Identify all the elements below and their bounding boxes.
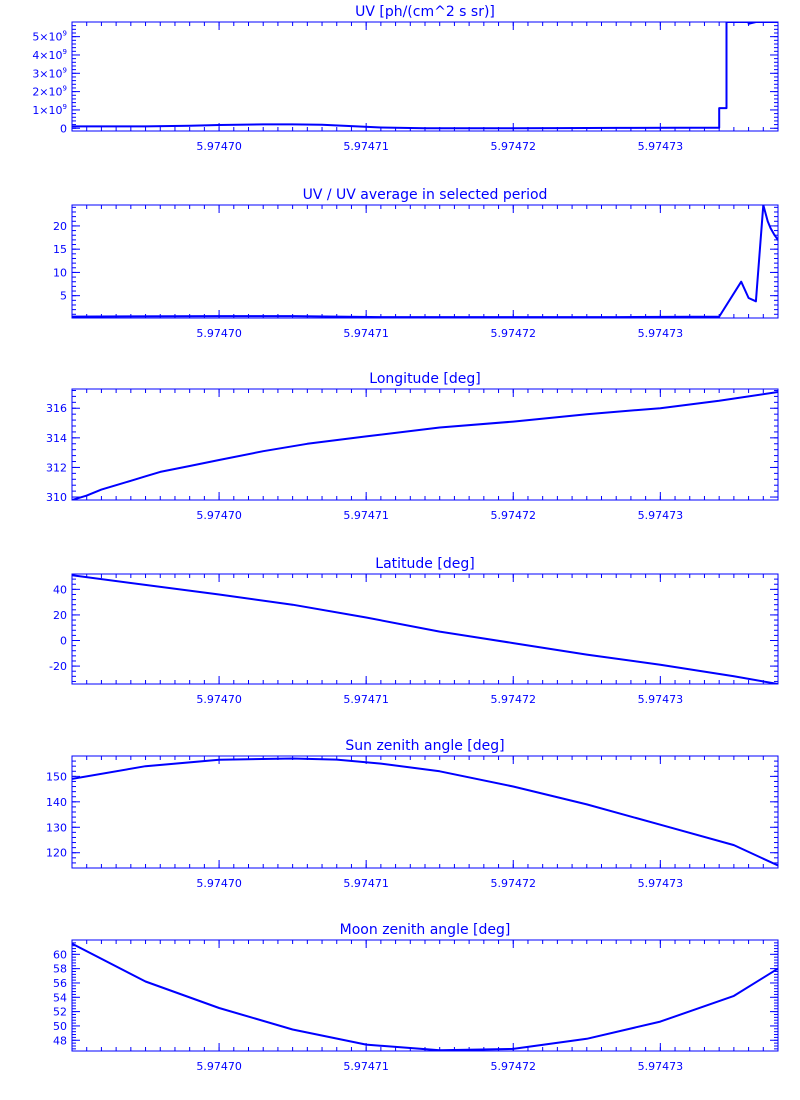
- plot-frame: [71, 21, 779, 132]
- series-line: [72, 574, 778, 684]
- y-tick-label: 316: [46, 402, 67, 415]
- x-tick-label: 5.97473: [638, 140, 684, 153]
- y-tick-label: 120: [46, 847, 67, 860]
- y-tick-label: 48: [53, 1034, 67, 1047]
- x-tick-label: 5.97473: [638, 509, 684, 522]
- x-tick-label: 5.97473: [638, 1060, 684, 1073]
- y-tick-label: 1×109: [32, 103, 67, 117]
- y-tick-label: 50: [53, 1020, 67, 1033]
- y-tick-label: 52: [53, 1006, 67, 1019]
- x-tick-label: 5.97470: [196, 140, 242, 153]
- x-tick-label: 5.97470: [196, 509, 242, 522]
- panel-4: Latitude [deg] 5.97470 5.97471 5.97472 5.974…: [49, 556, 779, 706]
- chart-title: Latitude [deg]: [375, 556, 474, 572]
- chart-title: Longitude [deg]: [369, 371, 480, 387]
- x-tick-label: 5.97472: [491, 1060, 537, 1073]
- plot-frame: [71, 939, 779, 1052]
- series-line: [72, 757, 778, 867]
- y-tick-label: 150: [46, 770, 67, 783]
- y-tick-exponent: 9: [63, 85, 67, 93]
- y-tick-label: 140: [46, 796, 67, 809]
- y-tick-label: 312: [46, 461, 67, 474]
- x-tick-label: 5.97470: [196, 1060, 242, 1073]
- y-tick-label: 3×109: [32, 66, 67, 80]
- y-tick-exponent: 9: [63, 66, 67, 74]
- x-tick-label: 5.97471: [343, 877, 389, 890]
- y-tick-label: 56: [53, 977, 67, 990]
- chart-title: Moon zenith angle [deg]: [340, 922, 511, 938]
- y-tick-label: -20: [49, 660, 67, 673]
- x-tick-label: 5.97472: [491, 693, 537, 706]
- y-tick-label: 314: [46, 432, 67, 445]
- series-line: [72, 205, 778, 318]
- x-tick-label: 5.97472: [491, 327, 537, 340]
- y-tick-label: 60: [53, 948, 67, 961]
- series-line: [72, 22, 778, 130]
- y-tick-label: 10: [53, 266, 67, 279]
- y-tick-label: 5: [60, 290, 67, 303]
- y-tick-label: 2×109: [32, 85, 67, 99]
- x-tick-label: 5.97472: [491, 140, 537, 153]
- y-tick-label: 130: [46, 821, 67, 834]
- x-tick-label: 5.97470: [196, 877, 242, 890]
- chart-title: Sun zenith angle [deg]: [345, 738, 504, 754]
- panel-2: UV / UV average in selected period 5.9747…: [53, 187, 779, 340]
- x-tick-label: 5.97473: [638, 877, 684, 890]
- x-tick-label: 5.97473: [638, 327, 684, 340]
- panel-5: Sun zenith angle [deg] 5.97470 5.97471 5.97…: [46, 738, 779, 890]
- x-tick-label: 5.97470: [196, 327, 242, 340]
- y-tick-label: 40: [53, 583, 67, 596]
- x-tick-label: 5.97471: [343, 1060, 389, 1073]
- x-tick-label: 5.97471: [343, 693, 389, 706]
- y-tick-exponent: 9: [63, 48, 67, 56]
- y-tick-label: 5×109: [32, 30, 67, 44]
- x-tick-label: 5.97473: [638, 693, 684, 706]
- x-tick-label: 5.97471: [343, 509, 389, 522]
- x-tick-label: 5.97472: [491, 509, 537, 522]
- y-tick-exponent: 9: [63, 103, 67, 111]
- y-tick-label: 0: [60, 122, 67, 135]
- series-line: [72, 942, 778, 1051]
- y-tick-label: 310: [46, 491, 67, 504]
- y-tick-label: 58: [53, 963, 67, 976]
- chart-title: UV / UV average in selected period: [303, 187, 548, 203]
- y-tick-label: 20: [53, 220, 67, 233]
- y-tick-exponent: 9: [63, 30, 67, 38]
- chart-title: UV [ph/(cm^2 s sr)]: [355, 4, 495, 20]
- panel-6: Moon zenith angle [deg] 5.97470 5.97471 5.9…: [53, 922, 779, 1073]
- plot-frame: [71, 388, 779, 501]
- x-tick-label: 5.97472: [491, 877, 537, 890]
- y-tick-label: 0: [60, 635, 67, 648]
- x-tick-label: 5.97470: [196, 693, 242, 706]
- x-tick-label: 5.97471: [343, 140, 389, 153]
- panel-3: Longitude [deg] 5.97470 5.97471 5.97472 5.97…: [46, 371, 779, 522]
- y-tick-label: 4×109: [32, 48, 67, 62]
- series-line: [72, 391, 778, 500]
- x-tick-label: 5.97471: [343, 327, 389, 340]
- y-tick-label: 54: [53, 991, 67, 1004]
- y-tick-label: 20: [53, 609, 67, 622]
- y-tick-label: 15: [53, 243, 67, 256]
- plot-frame: [71, 755, 779, 869]
- plot-frame: [71, 204, 779, 319]
- panel-1: UV [ph/(cm^2 s sr)] 5.97470 5.97471 5.97472…: [32, 4, 779, 153]
